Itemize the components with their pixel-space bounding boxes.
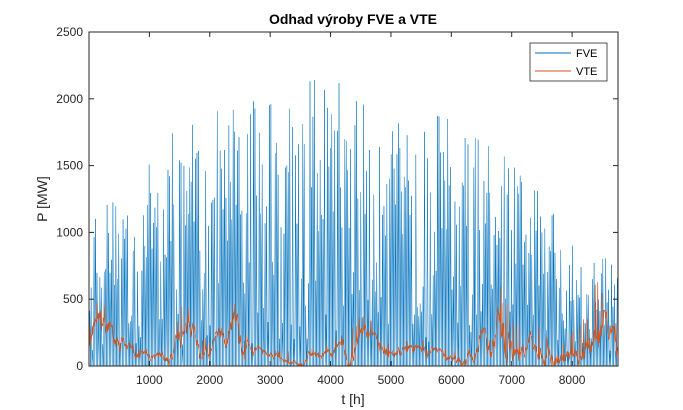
y-axis-label: P [MW] bbox=[34, 176, 50, 222]
chart-title: Odhad výroby FVE a VTE bbox=[269, 11, 437, 27]
series-line-vte bbox=[88, 282, 619, 367]
y-tick-label: 1500 bbox=[56, 159, 83, 173]
y-tick-label: 500 bbox=[63, 292, 83, 306]
x-tick-label: 2000 bbox=[196, 373, 223, 387]
x-axis-label: t [h] bbox=[341, 391, 364, 407]
series-layer bbox=[88, 80, 619, 367]
axes-box bbox=[88, 31, 619, 367]
x-tick-label: 5000 bbox=[378, 373, 405, 387]
plot-area: 1000 2000 3000 4000 5000 6000 7000 8000 0 500 1000… bbox=[56, 25, 619, 387]
x-tick-label: 6000 bbox=[438, 373, 465, 387]
legend-label-vte: VTE bbox=[576, 66, 597, 78]
legend: FVE VTE bbox=[529, 42, 608, 82]
y-tick-label: 2000 bbox=[56, 92, 83, 106]
tick-layer: 1000 2000 3000 4000 5000 6000 7000 8000 0 500 1000… bbox=[56, 25, 618, 387]
legend-box bbox=[529, 42, 608, 82]
legend-label-fve: FVE bbox=[576, 48, 597, 60]
x-tick-label: 3000 bbox=[257, 373, 284, 387]
y-tick-label: 0 bbox=[76, 359, 83, 373]
y-tick-label: 1000 bbox=[56, 225, 83, 239]
x-tick-label: 1000 bbox=[136, 373, 163, 387]
x-tick-label: 8000 bbox=[559, 373, 586, 387]
y-tick-label: 2500 bbox=[56, 25, 83, 39]
series-line-fve bbox=[88, 80, 619, 367]
x-tick-label: 7000 bbox=[498, 373, 525, 387]
x-tick-label: 4000 bbox=[317, 373, 344, 387]
